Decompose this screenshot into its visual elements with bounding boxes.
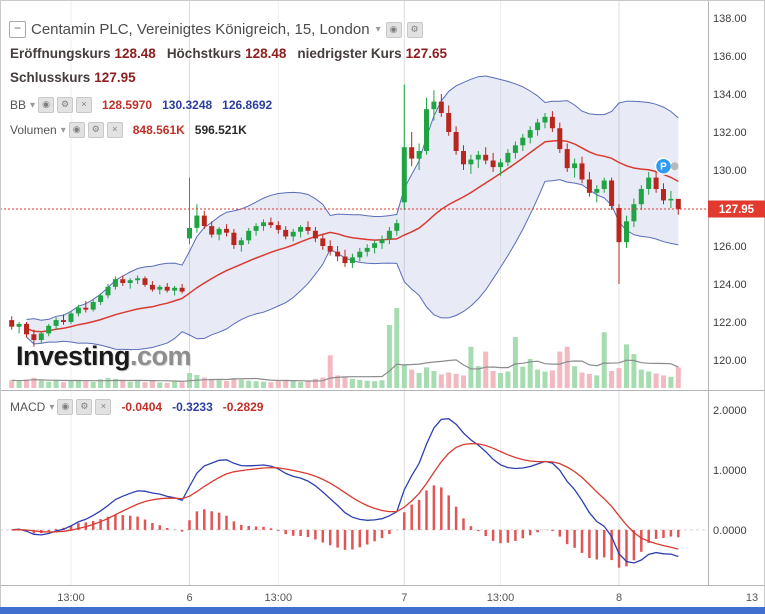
volume-indicator-row: Volumen ▾ ◉ ⚙ × 848.561K 596.521K [10, 122, 247, 138]
settings-icon[interactable]: ⚙ [406, 21, 423, 38]
macd-value-2: -0.3233 [172, 400, 213, 414]
investing-watermark: Investing.com [16, 341, 192, 372]
settings-icon[interactable]: ⚙ [87, 122, 104, 138]
eye-icon[interactable]: ◉ [38, 97, 55, 113]
collapse-icon[interactable]: − [9, 21, 26, 38]
svg-text:13: 13 [746, 592, 758, 604]
volume-layer [9, 308, 681, 388]
volume-label: Volumen [10, 123, 57, 137]
low-value: 127.65 [405, 46, 447, 61]
macd-indicator-row: MACD ▾ ◉ ⚙ × -0.0404 -0.3233 -0.2829 [10, 399, 263, 415]
volume-ma-value: 596.521K [194, 123, 247, 137]
macd-value-3: -0.2829 [222, 400, 264, 414]
close-row: Schlusskurs 127.95 [10, 70, 143, 85]
bb-indicator-row: BB ▾ ◉ ⚙ × 128.5970 130.3248 126.8692 [10, 97, 272, 113]
ohlc-row: Eröffnungskurs 128.48 Höchstkurs 128.48 … [10, 46, 454, 61]
watermark-suffix: .com [130, 341, 192, 371]
high-value: 128.48 [245, 46, 287, 61]
chevron-down-icon[interactable]: ▾ [30, 99, 36, 111]
volume-value: 848.561K [132, 123, 185, 137]
svg-text:132.00: 132.00 [713, 127, 747, 139]
svg-text:136.00: 136.00 [713, 51, 747, 63]
svg-text:13:00: 13:00 [265, 592, 293, 604]
macd-label: MACD [10, 400, 46, 414]
svg-text:1.0000: 1.0000 [713, 465, 747, 477]
bollinger-band [26, 75, 679, 351]
svg-text:122.00: 122.00 [713, 317, 747, 329]
svg-text:134.00: 134.00 [713, 89, 747, 101]
svg-text:124.00: 124.00 [713, 279, 747, 291]
close-icon[interactable]: × [95, 399, 112, 415]
macd-value-1: -0.0404 [121, 400, 163, 414]
high-label: Höchstkurs [166, 46, 242, 61]
svg-text:2.0000: 2.0000 [713, 405, 747, 417]
svg-text:8: 8 [616, 592, 622, 604]
symbol-title[interactable]: Centamin PLC, Vereinigtes Königreich, 15… [31, 21, 370, 38]
candles-layer [9, 84, 681, 347]
close-value: 127.95 [94, 70, 136, 85]
bb-label: BB [10, 98, 27, 112]
svg-text:7: 7 [401, 592, 407, 604]
macd-axis-labels[interactable]: 2.0000 1.0000 0.0000 [713, 405, 747, 537]
svg-text:6: 6 [186, 592, 192, 604]
svg-text:138.00: 138.00 [713, 13, 747, 25]
macd-layer [0, 418, 708, 568]
svg-text:P: P [660, 162, 667, 173]
last-price-tag[interactable]: 127.95 [708, 200, 765, 218]
time-axis-labels[interactable]: 13:00 6 13:00 7 13:00 8 13 [57, 592, 758, 604]
chevron-down-icon[interactable]: ▾ [375, 24, 381, 35]
close-label: Schlusskurs [10, 70, 91, 85]
bb-upper-value: 130.3248 [162, 98, 213, 112]
svg-text:13:00: 13:00 [57, 592, 85, 604]
chevron-down-icon[interactable]: ▾ [49, 401, 55, 413]
svg-text:130.00: 130.00 [713, 165, 747, 177]
eye-icon[interactable]: ◉ [385, 21, 402, 38]
eye-icon[interactable]: ◉ [57, 399, 74, 415]
eye-icon[interactable]: ◉ [68, 122, 85, 138]
svg-text:127.95: 127.95 [719, 204, 755, 216]
low-label: niedrigster Kurs [297, 46, 402, 61]
bb-basis-value: 128.5970 [102, 98, 153, 112]
open-label: Eröffnungskurs [10, 46, 111, 61]
marker-dot[interactable] [670, 162, 679, 171]
settings-icon[interactable]: ⚙ [57, 97, 74, 113]
close-icon[interactable]: × [76, 97, 93, 113]
svg-text:120.00: 120.00 [713, 355, 747, 367]
position-marker[interactable]: P [654, 157, 673, 175]
open-value: 128.48 [114, 46, 156, 61]
svg-text:126.00: 126.00 [713, 241, 747, 253]
svg-text:0.0000: 0.0000 [713, 525, 747, 537]
chevron-down-icon[interactable]: ▾ [60, 124, 66, 136]
settings-icon[interactable]: ⚙ [76, 399, 93, 415]
chart-header: − Centamin PLC, Vereinigtes Königreich, … [9, 21, 423, 38]
close-icon[interactable]: × [106, 122, 123, 138]
watermark-brand: Investing [16, 341, 131, 371]
bb-lower-value: 126.8692 [222, 98, 273, 112]
svg-text:13:00: 13:00 [487, 592, 515, 604]
horizontal-scrollbar[interactable] [0, 607, 765, 614]
price-axis-labels[interactable]: 138.00136.00134.00132.00130.00128.00126.… [713, 13, 747, 367]
